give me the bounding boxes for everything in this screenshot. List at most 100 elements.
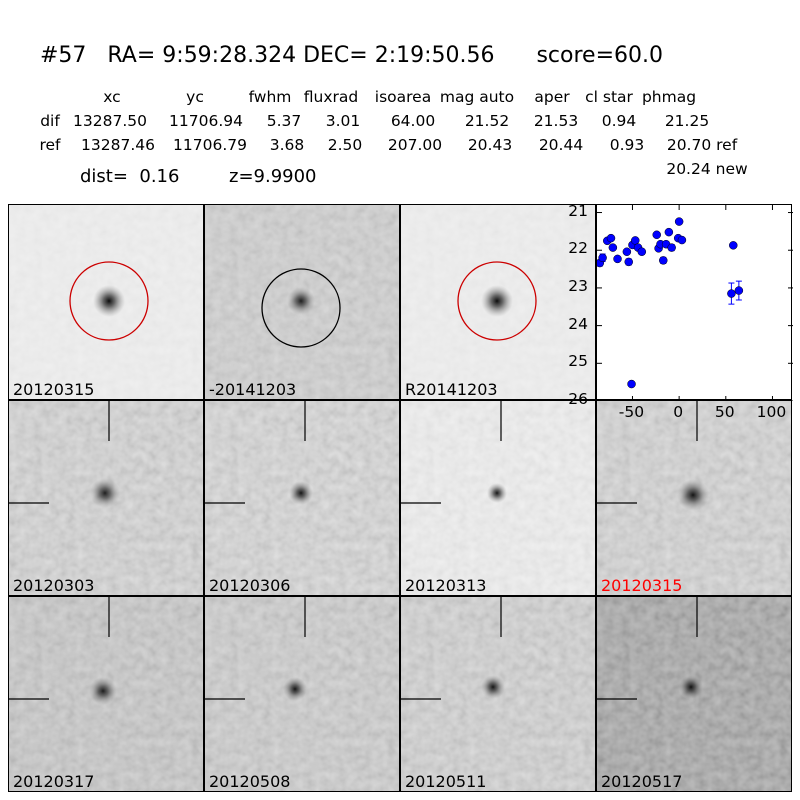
data-point: [677, 235, 687, 245]
stamp-date-label: R20141203: [405, 380, 498, 399]
ref-aper: 20.44: [538, 136, 584, 154]
dif-phmag: 21.25: [664, 112, 710, 130]
data-point: [627, 379, 636, 389]
col-header-fluxrad: fluxrad: [303, 88, 359, 106]
image-stamp: 20120303: [8, 400, 204, 596]
stamp-date-label: 20120315: [601, 576, 683, 595]
stamp-image: [205, 597, 399, 791]
y-tick-label: 21: [568, 201, 588, 220]
x-tick-label: 50: [714, 403, 735, 421]
ref-phmag: 20.70 ref: [666, 136, 738, 154]
new-phmag: 20.24 new: [666, 160, 748, 178]
source-blob: [481, 285, 513, 317]
image-stamp: R20141203: [400, 204, 596, 400]
col-header-isoarea: isoarea: [374, 88, 432, 106]
stamp-date-label: -20141203: [209, 380, 297, 399]
y-tick-label: 26: [568, 390, 588, 408]
source-blob: [283, 677, 307, 701]
data-point: [674, 217, 684, 226]
ref-fluxrad: 2.50: [327, 136, 363, 154]
light-curve-chart: [595, 204, 793, 402]
image-stamp: -20141203: [204, 204, 400, 400]
chart-plot-area: [595, 205, 793, 402]
ref-isoarea: 207.00: [387, 136, 443, 154]
stamp-date-label: 20120511: [405, 772, 487, 791]
aperture-circle: [69, 261, 149, 341]
data-point: [729, 241, 738, 250]
source-blob: [90, 478, 120, 508]
image-stamp: 20120315: [596, 400, 792, 596]
row-label-ref: ref: [39, 136, 61, 154]
stamp-image: [9, 597, 203, 791]
col-header-mag-auto: mag auto: [439, 88, 515, 106]
redshift-value: z=9.9900: [229, 166, 317, 187]
col-header-xc: xc: [103, 88, 121, 106]
col-header-fwhm: fwhm: [248, 88, 292, 106]
source-blob: [677, 479, 709, 511]
image-stamp: 20120517: [596, 596, 792, 792]
col-header-aper: aper: [534, 88, 570, 106]
figure-title: #57 RA= 9:59:28.324 DEC= 2:19:50.56 scor…: [40, 43, 663, 68]
source-blob: [481, 675, 505, 699]
stamp-image: [597, 401, 791, 595]
data-point: [598, 253, 607, 263]
data-point: [613, 254, 622, 264]
source-blob: [679, 675, 703, 699]
dif-fluxrad: 3.01: [325, 112, 361, 130]
source-blob: [487, 483, 507, 503]
stamp-image: [401, 597, 595, 791]
data-point: [631, 236, 640, 245]
stamp-image: [597, 597, 791, 791]
image-stamp: 20120313: [400, 400, 596, 596]
data-point: [608, 243, 618, 252]
stamp-image: [401, 205, 595, 399]
x-tick-label: 100: [756, 403, 787, 421]
stamp-date-label: 20120313: [405, 576, 487, 595]
dif-cl-star: 0.94: [601, 112, 637, 130]
stamp-date-label: 20120303: [13, 576, 95, 595]
dist-value: dist= 0.16: [80, 166, 180, 187]
ref-yc: 11706.79: [173, 136, 247, 154]
source-blob: [289, 481, 313, 505]
x-tick-label: 0: [673, 403, 684, 421]
stamp-date-label: 20120517: [601, 772, 683, 791]
y-tick-label: 25: [568, 352, 588, 371]
ref-fwhm: 3.68: [269, 136, 305, 154]
image-stamp: 20120306: [204, 400, 400, 596]
stamp-date-label: 20120315: [13, 380, 95, 399]
dif-xc: 13287.50: [73, 112, 147, 130]
data-point: [664, 227, 674, 237]
data-point: [606, 233, 616, 243]
dif-yc: 11706.94: [169, 112, 243, 130]
y-tick-label: 22: [568, 239, 588, 258]
y-tick-label: 23: [568, 276, 588, 295]
data-point: [624, 257, 633, 267]
stamp-image: [9, 205, 203, 399]
col-header-cl-star: cl star: [585, 88, 633, 106]
source-blob: [89, 677, 117, 705]
ref-mag-auto: 20.43: [467, 136, 513, 154]
row-label-dif: dif: [40, 112, 60, 130]
data-point: [622, 247, 632, 256]
aperture-circle: [457, 261, 537, 341]
x-tick-label: -50: [618, 403, 645, 421]
stamp-image: [205, 401, 399, 595]
y-tick-label: 24: [568, 314, 588, 333]
dif-mag-auto: 21.52: [464, 112, 510, 130]
data-point: [659, 256, 668, 265]
data-point: [637, 247, 647, 256]
stamp-date-label: 20120306: [209, 576, 291, 595]
source-blob: [287, 287, 315, 315]
ref-cl-star: 0.93: [609, 136, 645, 154]
image-stamp: 20120317: [8, 596, 204, 792]
col-header-yc: yc: [186, 88, 204, 106]
dif-aper: 21.53: [533, 112, 579, 130]
stamp-image: [205, 205, 399, 399]
data-point: [734, 286, 744, 295]
image-stamp: 20120508: [204, 596, 400, 792]
dif-isoarea: 64.00: [390, 112, 436, 130]
stamp-image: [401, 401, 595, 595]
stamp-date-label: 20120317: [13, 772, 95, 791]
stamp-date-label: 20120508: [209, 772, 291, 791]
